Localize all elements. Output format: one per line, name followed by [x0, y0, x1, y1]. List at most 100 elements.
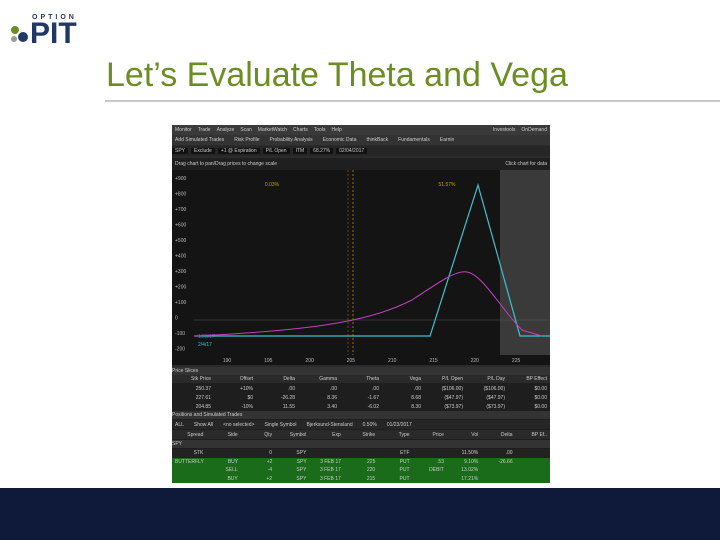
- table-row: 227.61 $0 -26.28 8.36 -1.67 8.68 ($47.97) ($47.…: [172, 393, 550, 402]
- cell: ($73.97): [444, 403, 463, 410]
- today-curve: [193, 271, 543, 337]
- menu-item: MarketWatch: [257, 127, 288, 133]
- menu-item: Help: [331, 127, 342, 133]
- cell: 11.55: [282, 403, 295, 410]
- tab: Economic Data: [322, 137, 357, 143]
- logo: OPTION PIT: [8, 14, 77, 50]
- cell: PUT: [399, 467, 410, 474]
- logo-bottom: PIT: [30, 17, 77, 50]
- hint-left: Drag chart to pan/Drag prices to change …: [175, 161, 277, 167]
- cell: 3 FEB 17: [320, 458, 342, 465]
- control-bar: SPY Exclude +1 @ Expiration P/L Open ITM 68.2…: [172, 146, 550, 156]
- cell: Offset: [239, 376, 253, 382]
- cell: BP Effect: [526, 376, 547, 382]
- cell: Exp: [332, 431, 341, 438]
- cell: Qty: [264, 431, 273, 438]
- chart-hints: Drag chart to pan/Drag prices to change …: [172, 158, 550, 170]
- cell: ($106.00): [483, 385, 505, 392]
- cell: 204.85: [195, 403, 211, 410]
- cell: ($73.97): [486, 403, 505, 410]
- cell: Gamma: [319, 376, 337, 382]
- cell: 9.10%: [464, 458, 479, 465]
- y-label: +200: [175, 285, 186, 291]
- tab: Risk Profile: [234, 137, 260, 143]
- control: SPY: [172, 148, 189, 154]
- y-label: +500: [175, 238, 186, 244]
- cell: BUTTERFLY: [175, 458, 204, 465]
- logo-top: OPTION: [32, 14, 77, 21]
- tab: Add Simulated Trades: [175, 137, 225, 143]
- cell: +2: [266, 475, 273, 482]
- cell: -4: [267, 467, 273, 474]
- cell: 3 FEB 17: [319, 475, 341, 482]
- cell: 220: [366, 467, 376, 474]
- cell: 0: [269, 450, 273, 457]
- cell: Price: [432, 431, 444, 438]
- cell: 215: [366, 475, 376, 482]
- menu-item: Investools: [492, 127, 516, 133]
- cell: STK: [193, 450, 204, 457]
- cell: Delta: [500, 431, 513, 438]
- cell: ($47.97): [444, 394, 463, 401]
- cell: Symbol: [289, 431, 307, 438]
- cell: 3.40: [327, 403, 337, 410]
- y-label: +900: [175, 176, 186, 182]
- cell: 11.50%: [461, 450, 479, 457]
- cell: BUY: [227, 475, 238, 482]
- cell: DEBIT: [429, 467, 444, 474]
- cell: SELL: [225, 467, 238, 474]
- group-row: SPY: [172, 440, 550, 448]
- cell: 13.02%: [461, 467, 479, 474]
- menu-bar: Monitor Trade Analyze Scan MarketWatch Charts…: [172, 125, 550, 135]
- cell: $0: [247, 394, 253, 401]
- cell: Strike: [362, 431, 376, 438]
- tab: Fundamentals: [398, 137, 430, 143]
- control: ITM: [292, 148, 308, 154]
- date-label: 1/23/17: [198, 334, 215, 340]
- prob-label: 51.57%: [439, 182, 457, 188]
- cell: Theta: [366, 376, 379, 382]
- y-label: +700: [175, 207, 186, 213]
- cell: +10%: [240, 385, 253, 392]
- logo-dots: [11, 26, 28, 42]
- control: 68.27%: [310, 148, 334, 154]
- table-row: 250.37 +10% .00 .00 .00 .00 ($106.00) ($106.00)…: [172, 384, 550, 393]
- menu-item: Tools: [313, 127, 326, 133]
- cell: BUY: [227, 458, 239, 465]
- filter: <no selected>: [223, 421, 255, 428]
- cell: Side: [227, 431, 238, 438]
- cell: $0.00: [534, 403, 547, 410]
- filter: Show All: [193, 421, 214, 428]
- cell: Spread: [187, 431, 204, 438]
- tab-bar: Add Simulated Trades Risk Profile Probabil…: [172, 135, 550, 145]
- cell: P/L Open: [442, 376, 463, 382]
- tab: Earnin: [439, 137, 455, 143]
- cell: ($47.97): [486, 394, 505, 401]
- cell: SPY: [296, 467, 307, 474]
- cell: 3 FEB 17: [319, 467, 341, 474]
- y-label: -200: [175, 347, 185, 353]
- cell: 17.21%: [461, 475, 479, 482]
- y-label: 0: [175, 316, 178, 322]
- control: Exclude: [191, 148, 215, 154]
- cell: 227.61: [195, 394, 211, 401]
- y-label: -100: [175, 331, 185, 337]
- x-label: 200: [305, 358, 314, 364]
- y-label: +400: [175, 254, 186, 260]
- cell: BP Ef..: [531, 431, 547, 438]
- control: +1 @ Expiration: [217, 148, 260, 154]
- slide-title: Let’s Evaluate Theta and Vega: [106, 56, 568, 94]
- cell: 8.36: [327, 394, 337, 401]
- filter: Single Symbol: [264, 421, 297, 428]
- cell: SPY: [296, 458, 307, 465]
- cell: $0.00: [534, 394, 547, 401]
- hint-right: Click chart for data: [505, 161, 547, 167]
- x-label: 190: [223, 358, 232, 364]
- cell: -26.66: [498, 458, 513, 465]
- x-label: 225: [512, 358, 521, 364]
- x-label: 210: [388, 358, 397, 364]
- y-label: +600: [175, 223, 186, 229]
- expiration-curve: [194, 182, 550, 337]
- cell: 225: [367, 458, 376, 465]
